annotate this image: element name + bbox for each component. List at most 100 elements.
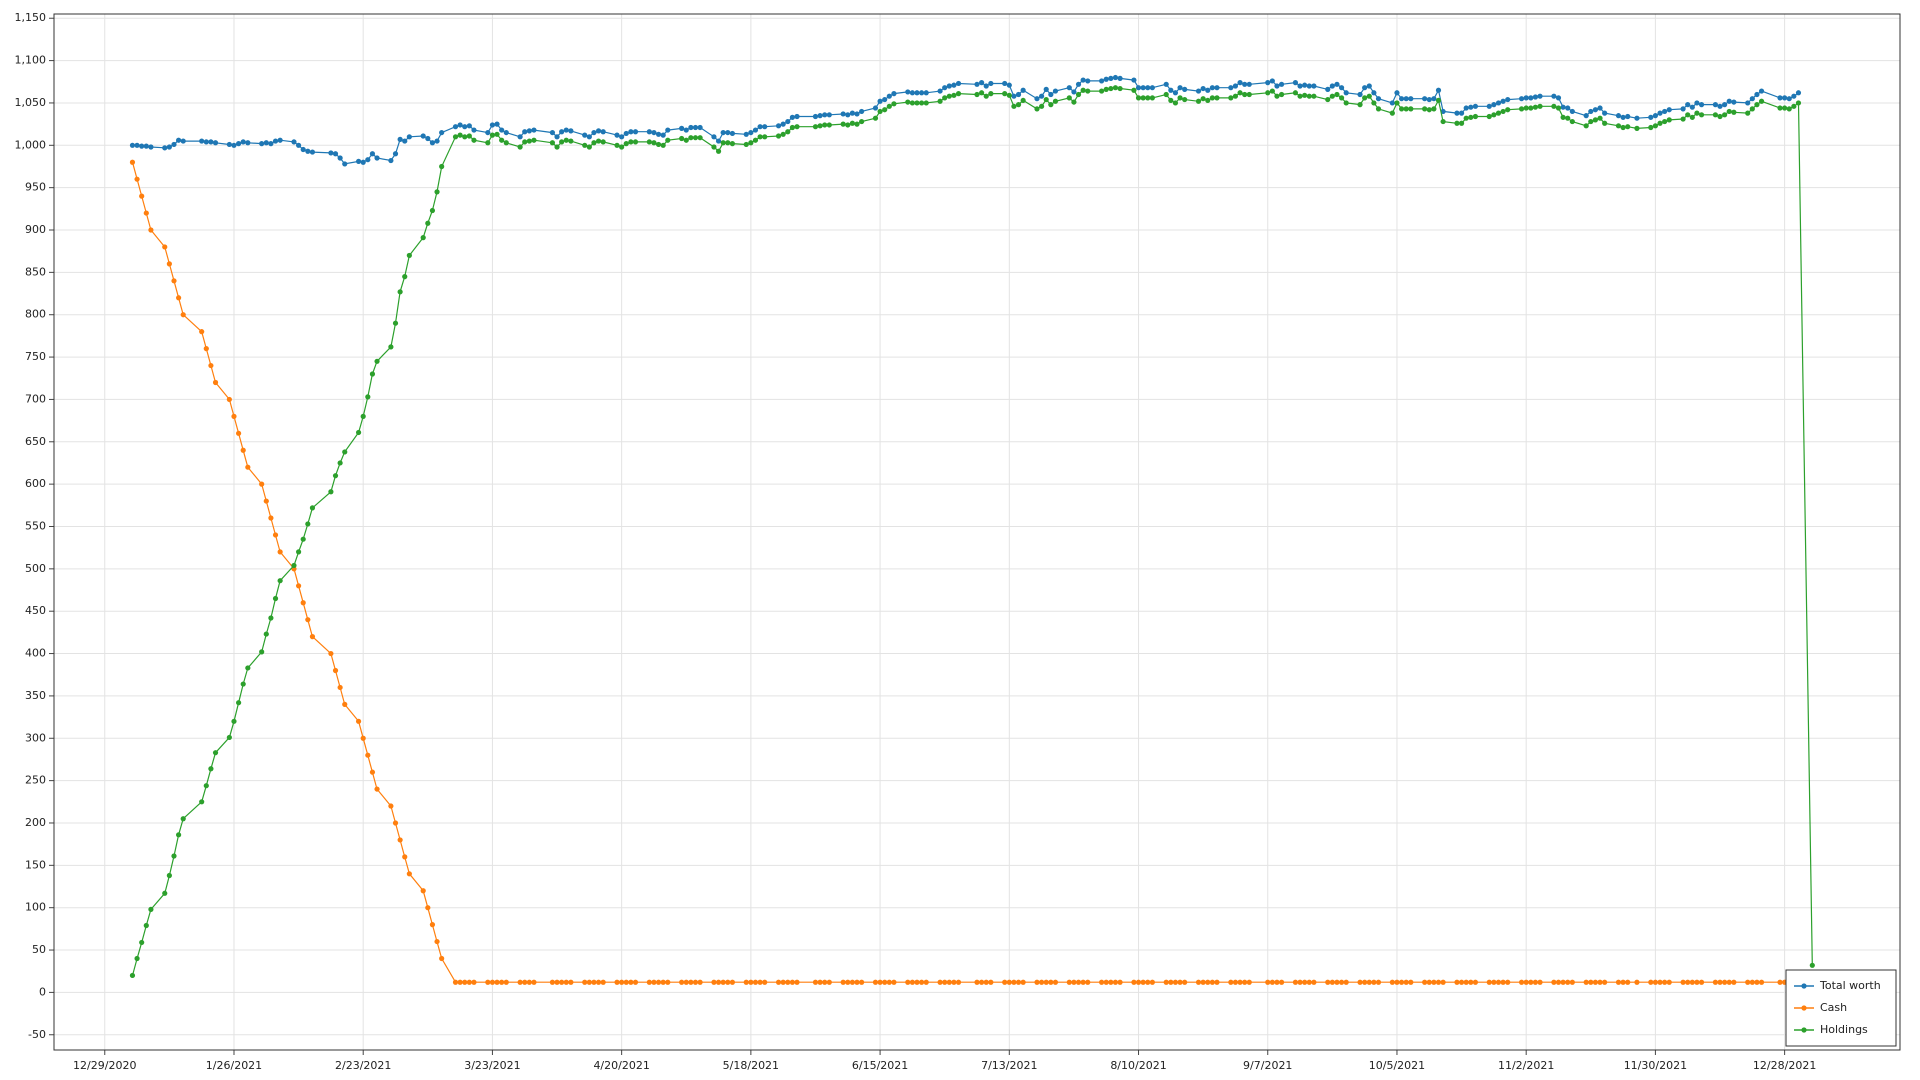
data-point [295,583,302,589]
data-point [646,129,652,135]
data-point [180,312,186,318]
data-point [1278,81,1285,87]
data-point [199,138,205,144]
data-point [937,88,943,94]
data-point [785,129,791,135]
data-point [388,803,394,809]
data-point [268,515,274,521]
data-point [1362,95,1368,101]
data-point [1135,979,1142,985]
data-point [129,159,136,165]
data-point [1163,81,1169,87]
data-point [1698,979,1705,985]
data-point [531,127,537,133]
data-point [1495,100,1502,106]
data-point [1602,110,1608,116]
data-point [499,127,505,133]
data-point [1292,979,1299,985]
data-point [711,134,717,140]
data-point [725,979,731,985]
data-point [1274,93,1280,99]
data-point [489,132,496,138]
data-point [1002,979,1008,985]
data-point [1071,99,1077,105]
data-point [1242,81,1248,87]
data-point [1177,95,1183,101]
data-point [517,134,523,140]
data-point [1214,85,1220,91]
data-point [494,131,500,137]
data-point [1602,120,1608,126]
data-point [489,122,496,128]
data-point [794,124,800,130]
y-tick-label: 1,150 [15,11,47,24]
data-point [632,139,639,145]
data-point [1680,106,1686,112]
data-point [485,129,491,136]
data-point [139,143,145,149]
data-point [877,98,883,104]
data-point [568,979,574,985]
data-point [1422,96,1428,102]
data-point [1722,112,1728,118]
data-point [1006,92,1012,98]
data-point [1625,124,1631,130]
data-point [1602,979,1608,985]
data-point [812,113,819,120]
data-point [1454,120,1460,126]
data-point [715,138,722,144]
data-point [951,82,957,88]
data-point [568,138,574,144]
legend-marker [1801,983,1807,989]
data-point [614,132,620,138]
data-point [1422,979,1428,985]
data-point [780,979,786,985]
data-point [1302,92,1308,98]
data-point [1066,95,1072,101]
data-point [1786,96,1792,102]
data-point [1168,97,1174,104]
data-point [1039,103,1045,109]
data-point [203,346,209,352]
data-point [272,532,279,538]
data-point [951,979,957,985]
data-point [457,132,463,138]
data-point [1689,114,1695,120]
data-point [1652,113,1659,119]
data-point [240,447,246,453]
data-point [1237,90,1243,96]
data-point [872,979,879,985]
data-point [1209,979,1215,985]
data-point [1620,114,1626,120]
data-point [369,371,376,377]
data-point [245,665,251,671]
data-point [1108,75,1114,81]
data-point [425,905,431,911]
data-point [660,979,666,985]
data-point [1075,91,1082,98]
data-point [1265,979,1271,985]
data-point [1754,102,1760,108]
data-point [1491,102,1497,108]
data-point [1620,979,1626,985]
data-point [392,320,399,326]
data-point [1758,979,1765,985]
data-point [1726,979,1732,985]
data-point [203,139,209,145]
data-point [1131,77,1137,83]
data-point [1472,979,1479,985]
data-point [582,132,588,138]
data-point [988,80,994,87]
data-point [1182,86,1188,92]
data-point [909,100,915,106]
data-point [1338,95,1345,101]
data-point [1172,100,1179,106]
x-tick-label: 7/13/2021 [981,1059,1037,1072]
data-point [651,979,657,985]
data-point [1306,83,1312,89]
data-point [586,134,592,140]
data-point [822,979,828,985]
data-point [1685,112,1691,118]
data-point [1717,979,1723,985]
data-point [665,127,671,133]
